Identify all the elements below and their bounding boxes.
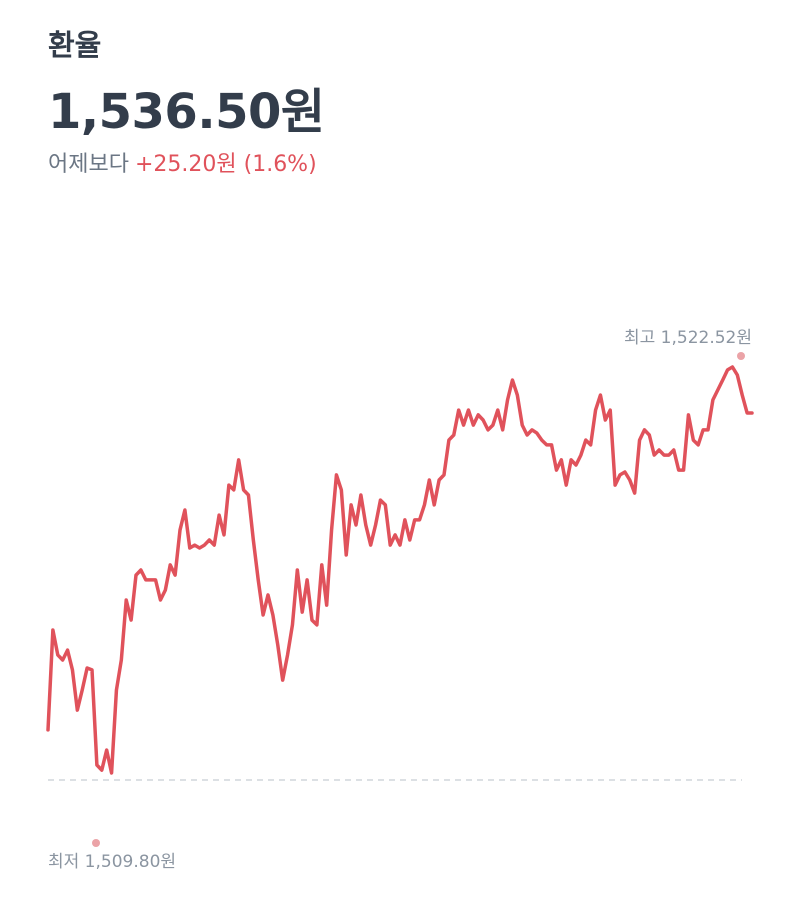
high-label: 최고 1,522.52원 [624, 328, 752, 348]
price: 1,536.50원 [48, 84, 325, 140]
low-label: 최저 1,509.80원 [48, 852, 176, 872]
low-dot [92, 839, 100, 847]
title: 환율 [48, 28, 102, 62]
high-dot [737, 352, 745, 360]
change: +25.20원 (1.6%) [134, 152, 317, 177]
price-line [46, 365, 754, 775]
change-prefix: 어제보다 [48, 152, 129, 177]
change-row: 어제보다 +25.20원 (1.6%) [48, 146, 317, 178]
